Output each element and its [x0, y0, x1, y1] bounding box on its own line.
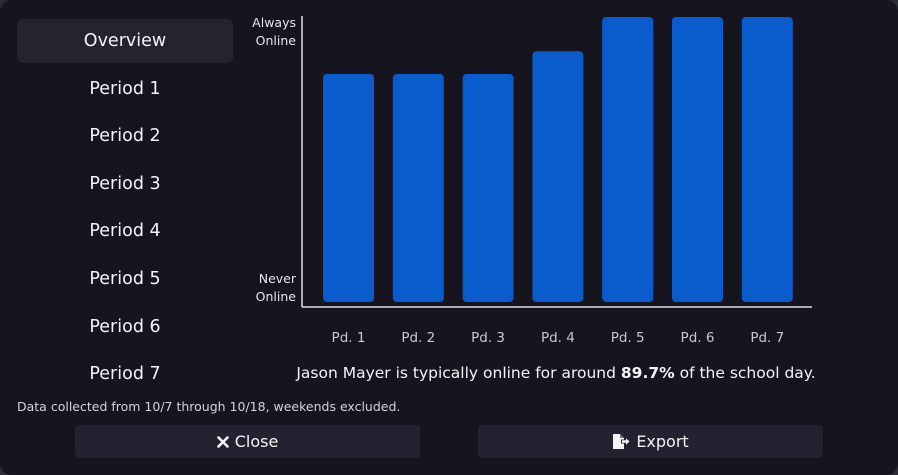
nav-item-period-5[interactable]: Period 5 — [89, 269, 161, 289]
nav-item-period-3[interactable]: Period 3 — [89, 174, 161, 194]
x-tick-label: Pd. 3 — [471, 330, 505, 346]
x-icon — [216, 435, 229, 448]
x-tick-label: Pd. 1 — [332, 330, 366, 346]
summary-percentage: 89.7% — [620, 364, 675, 382]
nav-item-period-6[interactable]: Period 6 — [89, 317, 161, 337]
export-file-icon — [612, 433, 630, 450]
summary-prefix: Jason Mayer is typically online for arou… — [296, 364, 621, 382]
bar-6 — [672, 17, 723, 302]
y-tick-label: Never Online — [256, 271, 297, 304]
bar-3 — [462, 74, 514, 302]
online-bar-chart: Always Online Never Online Pd. 1 Pd. 2 Pd. 3 P… — [252, 15, 812, 346]
x-tick-label: Pd. 6 — [681, 330, 715, 346]
bar-5 — [602, 17, 654, 302]
x-tick-label: Pd. 7 — [750, 330, 784, 346]
bar-1 — [323, 74, 374, 302]
summary-suffix: of the school day. — [674, 364, 816, 382]
export-button[interactable]: Export — [478, 425, 823, 458]
x-tick-label: Pd. 4 — [541, 330, 575, 346]
x-tick-label: Pd. 5 — [611, 330, 645, 346]
nav-item-overview[interactable]: Overview — [17, 19, 233, 63]
bar-7 — [741, 17, 793, 302]
x-tick-label: Pd. 2 — [401, 330, 435, 346]
nav-item-period-1[interactable]: Period 1 — [89, 79, 161, 99]
close-button[interactable]: Close — [75, 425, 420, 458]
bar-4 — [532, 51, 584, 303]
close-button-label: Close — [234, 432, 279, 451]
y-tick-label: Always Online — [252, 15, 296, 48]
nav-item-period-4[interactable]: Period 4 — [89, 221, 161, 241]
export-button-label: Export — [636, 432, 689, 451]
nav-item-period-7[interactable]: Period 7 — [89, 364, 161, 384]
online-summary: Jason Mayer is typically online for arou… — [240, 364, 872, 382]
data-collection-note: Data collected from 10/7 through 10/18, … — [17, 399, 401, 414]
nav-item-period-2[interactable]: Period 2 — [89, 126, 161, 146]
bar-2 — [392, 74, 444, 302]
